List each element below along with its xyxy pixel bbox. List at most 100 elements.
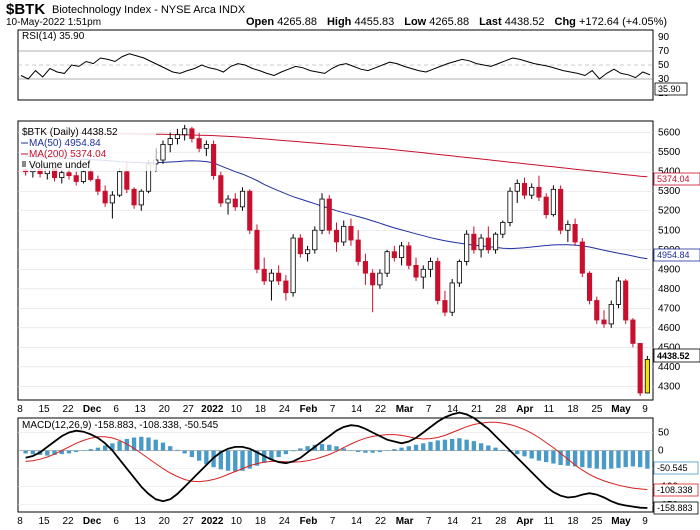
macd-hist-bar: [240, 450, 245, 471]
candle-body: [196, 138, 202, 149]
date-tick-label: 18: [255, 516, 267, 527]
open-stat: Open 4265.88: [246, 16, 317, 28]
price-legend: $BTK (Daily) 4438.52 MA(50) 4954.84 MA(2…: [21, 125, 156, 171]
macd-hist-bar: [334, 446, 339, 451]
candle-body: [507, 190, 513, 223]
rsi-tick-label: 50: [658, 60, 670, 71]
candle-body: [319, 198, 325, 231]
candle-body: [102, 190, 108, 204]
low-stat: Low 4265.88: [404, 16, 470, 28]
candle-body: [608, 303, 614, 325]
date-tick-label: 2022: [201, 516, 224, 527]
macd-hist-bar: [52, 450, 57, 455]
candle-body: [586, 272, 593, 301]
candle-body: [637, 343, 643, 394]
macd-hist-bar: [298, 448, 303, 451]
candle-body: [305, 249, 311, 255]
date-tick-label: 14: [447, 404, 459, 415]
candle-body: [456, 261, 462, 284]
candle-body: [464, 233, 470, 262]
price-tick-label: 4600: [658, 323, 681, 334]
candle-body: [601, 319, 607, 325]
legend-ma50: MA(50) 4954.84: [29, 138, 101, 149]
candle-body: [521, 183, 528, 196]
macd-hist-bar: [486, 445, 491, 451]
candle-body: [391, 251, 397, 258]
date-tick-label: Dec: [83, 404, 102, 415]
rsi-tick-label: 70: [658, 46, 670, 57]
macd-hist-bar: [370, 450, 375, 453]
date-tick-label: 10: [231, 404, 243, 415]
candle-body: [174, 134, 181, 139]
price-tick-label: 4400: [658, 362, 681, 373]
date-tick-label: Dec: [83, 516, 102, 527]
price-tick-label: 4800: [658, 284, 681, 295]
date-tick-label: 9: [642, 404, 648, 415]
date-tick-label: 22: [63, 404, 75, 415]
macd-hist-bar: [168, 446, 173, 451]
date-tick-label: 13: [135, 516, 147, 527]
candle-body: [449, 282, 455, 313]
price-tick-label: 4500: [658, 342, 681, 353]
macd-hist-bar: [341, 448, 346, 451]
candle-body: [594, 300, 600, 321]
candle-body: [254, 229, 260, 270]
chg-stat: Chg +172.64 (+4.05%): [554, 16, 668, 28]
candle-body: [247, 190, 253, 231]
macd-hist-bar: [196, 450, 202, 461]
candle-body: [492, 233, 499, 251]
date-tick-label: 25: [591, 516, 603, 527]
date-tick-label: 7: [426, 404, 432, 415]
macd-hist-bar: [413, 444, 419, 451]
macd-hist-bar: [74, 450, 79, 452]
candle-body: [644, 359, 650, 394]
date-tick-label: Apr: [516, 404, 533, 415]
macd-signal-tag: -108.338: [657, 485, 693, 495]
macd-hist-bar: [81, 450, 86, 452]
macd-hist-bar: [601, 450, 607, 470]
date-tick-label: 8: [17, 404, 23, 415]
macd-hist-bar: [319, 444, 325, 451]
macd-hist-bar: [536, 450, 542, 461]
price-tick-label: 5100: [658, 225, 681, 236]
candle-body: [66, 172, 72, 177]
candle-body: [225, 198, 231, 204]
macd-hist-bar: [363, 450, 368, 453]
macd-hist-bar: [146, 437, 151, 451]
macd-hist-bar: [225, 450, 231, 471]
macd-hist-bar: [565, 450, 571, 466]
macd-hist-bar: [587, 450, 592, 468]
macd-hist-bar: [558, 450, 563, 465]
index-name: Biotechnology Index - NYSE Arca INDX: [52, 4, 246, 16]
date-tick-label: 6: [113, 404, 119, 415]
candle-body: [73, 175, 79, 182]
date-tick-label: Mar: [396, 404, 414, 415]
candle-body: [341, 225, 347, 243]
date-tick-label: 28: [495, 516, 507, 527]
macd-hist-bar: [233, 450, 238, 472]
candle-body: [615, 280, 622, 305]
macd-tick-label: 50: [658, 427, 670, 438]
macd-hist-bar: [616, 450, 621, 468]
macd-hist-bar: [406, 446, 411, 451]
date-tick-label: 13: [135, 404, 147, 415]
price-tick-label: 5400: [658, 167, 681, 178]
date-tick-label: 14: [351, 404, 363, 415]
price-tick-label: 5600: [658, 128, 681, 139]
date-tick-label: 7: [330, 404, 336, 415]
macd-hist-bar: [392, 449, 397, 451]
candle-body: [232, 198, 238, 208]
rsi-label: RSI(14) 35.90: [22, 31, 85, 42]
candle-body: [218, 175, 224, 204]
date-tick-label: 15: [38, 404, 50, 415]
date-tick-label: 27: [183, 516, 195, 527]
candle-body: [355, 239, 361, 262]
price-tick-label: 5300: [658, 186, 681, 197]
macd-hist-bar: [182, 450, 187, 454]
date-tick-label: Feb: [300, 404, 318, 415]
candle-body: [536, 186, 542, 198]
price-tick-label: 4300: [658, 381, 681, 392]
macd-hist-bar: [254, 450, 260, 466]
macd-hist-bar: [218, 450, 223, 470]
macd-hist-bar: [609, 450, 614, 469]
